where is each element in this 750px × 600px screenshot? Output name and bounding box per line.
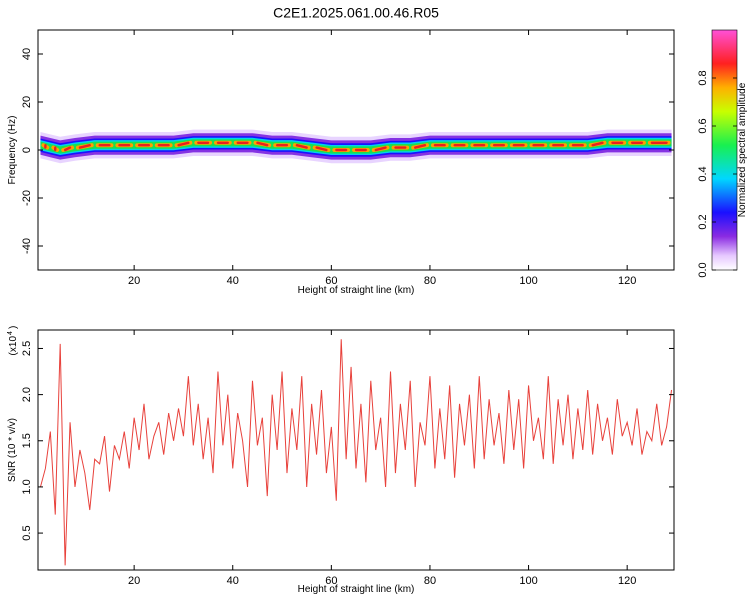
- snr-x-label: Height of straight line (km): [298, 584, 415, 595]
- snr-x-tick-label: 120: [618, 575, 636, 587]
- colorbar-tick-label: 0.8: [697, 70, 709, 85]
- spectrogram-x-tick-label: 20: [128, 275, 140, 287]
- spectral-ridge: [40, 129, 672, 164]
- ridge-peak: [177, 141, 190, 147]
- snr-scale-exponent: 4: [7, 331, 14, 335]
- snr-x-tick-label: 80: [424, 575, 436, 587]
- snr-x-tick-label: 20: [128, 575, 140, 587]
- spectrogram-panel: 20 40 60 80 100 120 -40 -20 0 20 40 Height of stra…: [7, 29, 675, 296]
- colorbar-ticks: 0.0 0.2 0.4 0.6 0.8: [697, 70, 737, 278]
- snr-plot-area: [38, 330, 674, 570]
- ridge-peak: [591, 141, 604, 147]
- snr-ticks: 20 40 60 80 100 120 0.5 1.0 1.5 2.0 2.5: [21, 330, 674, 587]
- snr-x-tick-label: 100: [519, 575, 537, 587]
- snr-panel: 20 40 60 80 100 120 0.5 1.0 1.5 2.0 2.5 Height of …: [7, 326, 675, 595]
- snr-scale-close: ): [8, 326, 19, 329]
- spectrogram-x-tick-label: 100: [519, 275, 537, 287]
- ridge-peak: [295, 143, 308, 149]
- ridge-peak: [63, 146, 72, 152]
- spectrogram-y-tick-label: 20: [21, 96, 33, 108]
- ridge-peak: [256, 141, 269, 147]
- spectrogram-x-tick-label: 120: [618, 275, 636, 287]
- spectrogram-x-tick-label: 40: [227, 275, 239, 287]
- ridge-peak: [78, 143, 91, 149]
- snr-series-line: [39, 339, 673, 566]
- colorbar-tick-label: 0.4: [697, 166, 709, 181]
- colorbar-tick-label: 0.6: [697, 118, 709, 133]
- spectrogram-x-label: Height of straight line (km): [298, 285, 415, 296]
- snr-y-tick-label: 1.0: [21, 479, 33, 494]
- colorbar-frame: [711, 29, 738, 271]
- spectrogram-x-tick-label: 60: [325, 275, 337, 287]
- snr-scale-note: (x10 4 ): [7, 326, 19, 356]
- snr-y-tick-label: 1.5: [21, 433, 33, 448]
- colorbar-gradient: [712, 30, 737, 270]
- snr-x-tick-label: 60: [325, 575, 337, 587]
- spectrogram-x-tick-label: 80: [424, 275, 436, 287]
- colorbar-label: Normalized spectral amplitude: [737, 82, 748, 217]
- snr-x-tick-label: 40: [227, 575, 239, 587]
- spectrogram-y-tick-label: 0: [21, 147, 33, 153]
- ridge-peak: [374, 146, 387, 152]
- figure-title: C2E1.2025.061.00.46.R05: [273, 5, 439, 21]
- colorbar: 0.0 0.2 0.4 0.6 0.8 Normalized spectral ampl…: [697, 29, 748, 278]
- snr-scale-note-text: (x10: [8, 336, 19, 356]
- snr-y-label: SNR (10 * v/v): [7, 418, 18, 482]
- spectrogram-y-tick-label: -20: [21, 190, 33, 206]
- colorbar-tick-label: 0.2: [697, 214, 709, 229]
- snr-y-tick-label: 0.5: [21, 525, 33, 540]
- snr-y-tick-label: 2.5: [21, 341, 33, 356]
- spectrogram-y-tick-label: -40: [21, 238, 33, 254]
- ridge-peak: [414, 143, 427, 149]
- snr-frame: [37, 329, 675, 571]
- spectrogram-y-tick-label: 40: [21, 48, 33, 60]
- colorbar-tick-label: 0.0: [697, 262, 709, 277]
- spectrogram-frame: [37, 29, 675, 271]
- ridge-peak: [315, 146, 328, 152]
- spectrogram-y-label: Frequency (Hz): [7, 116, 18, 185]
- spectrogram-ticks: 20 40 60 80 100 120 -40 -20 0 20 40: [21, 30, 674, 287]
- snr-y-tick-label: 2.0: [21, 387, 33, 402]
